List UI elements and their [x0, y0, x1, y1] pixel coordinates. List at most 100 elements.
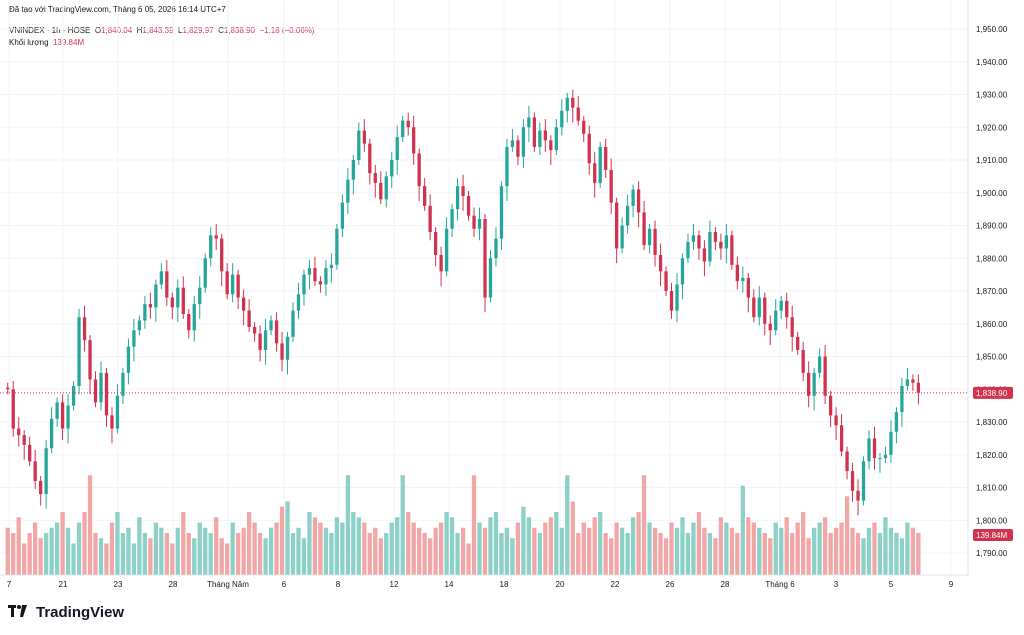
volume-bar	[779, 527, 784, 575]
time-tick-label: 26	[666, 580, 675, 589]
volume-bar	[548, 517, 553, 575]
volume-bar	[274, 522, 279, 575]
price-axis[interactable]: 1,950.00 1,940.00 1,930.00 1,920.00 1,910.00…	[976, 25, 1008, 558]
candle-body	[433, 232, 438, 255]
candle-body	[691, 235, 696, 242]
candle-body	[604, 146, 608, 170]
volume-bar	[186, 533, 191, 575]
volume-bar	[499, 533, 504, 575]
candle-body	[521, 127, 526, 157]
candle-body	[571, 97, 575, 108]
volume-bar	[389, 522, 394, 575]
candle-body	[850, 471, 855, 491]
candle-body	[488, 258, 493, 298]
time-tick-label: 8	[336, 580, 341, 589]
chart-caption: Đã tạo với TradingView.com, Tháng 6 05, …	[9, 5, 226, 14]
candle-body	[872, 438, 877, 459]
candle-body	[839, 425, 844, 452]
volume-bar	[718, 517, 724, 575]
volume-bar	[696, 512, 702, 575]
candle-body	[439, 254, 443, 272]
candle-body	[883, 454, 888, 459]
volume-bar	[702, 527, 707, 575]
volume-bar	[312, 517, 318, 575]
volume-bar	[263, 538, 268, 575]
volume-bar	[16, 517, 21, 575]
grid-lines	[0, 0, 968, 575]
volume-value: 139.84M	[52, 38, 85, 47]
volume-bar	[33, 522, 38, 575]
candle-body	[510, 140, 515, 147]
ohlc-row: VNINDEX · 1h · HOSE O1,840.04 H1,843.39 …	[9, 25, 315, 37]
chart-legend: VNINDEX · 1h · HOSE O1,840.04 H1,843.39 …	[9, 25, 315, 49]
volume-bar	[246, 512, 252, 575]
volume-bars	[5, 475, 921, 575]
volume-bar	[861, 538, 866, 575]
candle-body	[631, 189, 635, 206]
price-tick-label: 1,800.00	[976, 516, 1008, 525]
candle-body	[560, 110, 564, 128]
volume-bar	[521, 506, 526, 575]
candle-body	[132, 330, 136, 347]
candle-body	[11, 389, 15, 429]
price-chart[interactable]: 1,950.00 1,940.00 1,930.00 1,920.00 1,910.00…	[0, 0, 1024, 600]
candle-body	[379, 182, 383, 200]
volume-bar	[707, 533, 713, 575]
volume-bar	[340, 522, 345, 575]
candle-body	[796, 336, 800, 350]
volume-bar	[817, 522, 822, 575]
volume-bar	[757, 527, 762, 575]
candle-body	[856, 490, 860, 501]
volume-bar	[482, 527, 488, 575]
volume-bar	[334, 517, 340, 575]
volume-bar	[181, 512, 186, 575]
candle-body	[477, 218, 482, 229]
volume-bar	[828, 533, 833, 575]
tradingview-brand[interactable]: TradingView	[8, 604, 124, 621]
candle-body	[357, 130, 361, 160]
symbol-label[interactable]: VNINDEX · 1h · HOSE	[9, 26, 91, 35]
candle-body	[878, 458, 882, 460]
candle-body	[455, 186, 460, 210]
volume-bar	[109, 522, 115, 575]
candle-body	[494, 238, 498, 259]
price-tick-label: 1,900.00	[976, 189, 1008, 198]
candle-body	[845, 451, 849, 472]
candle-body	[395, 137, 399, 160]
volume-bar	[543, 522, 548, 575]
volume-bar	[241, 527, 246, 575]
candle-body	[598, 146, 602, 183]
candle-body	[686, 241, 690, 259]
candle-body	[44, 448, 48, 495]
time-tick-label: 5	[889, 580, 894, 589]
candle-body	[730, 235, 734, 265]
candle-body	[247, 310, 251, 328]
price-tick-label: 1,950.00	[976, 25, 1008, 34]
volume-label[interactable]: Khối lượng	[9, 38, 49, 47]
volume-bar	[411, 522, 416, 575]
volume-bar	[493, 512, 499, 575]
volume-tag-bg	[973, 529, 1013, 541]
volume-bar	[345, 475, 351, 575]
volume-bar	[510, 538, 515, 575]
candle-body	[198, 287, 202, 305]
candles	[6, 89, 921, 516]
volume-bar	[801, 512, 806, 575]
volume-bar	[208, 533, 213, 575]
time-tick-label: 14	[445, 580, 454, 589]
close-value: 1,838.90	[223, 26, 255, 35]
candle-body	[861, 461, 866, 501]
candle-body	[121, 372, 125, 396]
candle-body	[466, 196, 471, 216]
time-axis[interactable]: 7 21 23 28 Tháng Năm 6 8 12 14 18 20 22 26 28 Tháng 6 3…	[7, 580, 954, 589]
candle-body	[329, 264, 334, 269]
volume-bar	[729, 527, 735, 575]
candle-body	[28, 444, 32, 462]
candle-body	[99, 372, 103, 403]
candle-body	[746, 277, 750, 298]
volume-bar	[532, 527, 537, 575]
candle-body	[401, 120, 405, 138]
volume-bar	[790, 533, 795, 575]
price-tick-label: 1,850.00	[976, 353, 1008, 362]
price-tick-label: 1,910.00	[976, 156, 1008, 165]
